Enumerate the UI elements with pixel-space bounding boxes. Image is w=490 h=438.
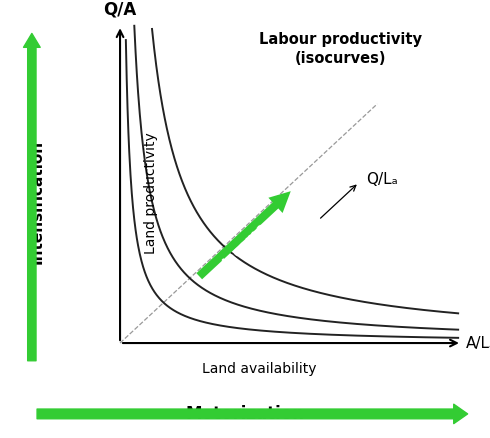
Text: Land productivity: Land productivity xyxy=(144,132,158,254)
Text: Income: Income xyxy=(220,219,270,269)
Text: A/Lₐ: A/Lₐ xyxy=(466,336,490,350)
Text: Q/Lₐ: Q/Lₐ xyxy=(366,172,398,187)
Text: Intensification: Intensification xyxy=(29,139,44,264)
Text: Motorization: Motorization xyxy=(186,405,304,423)
Text: Labour productivity
(isocurves): Labour productivity (isocurves) xyxy=(259,32,422,66)
Text: Land availability: Land availability xyxy=(202,362,317,376)
Text: Q/A: Q/A xyxy=(103,0,137,18)
